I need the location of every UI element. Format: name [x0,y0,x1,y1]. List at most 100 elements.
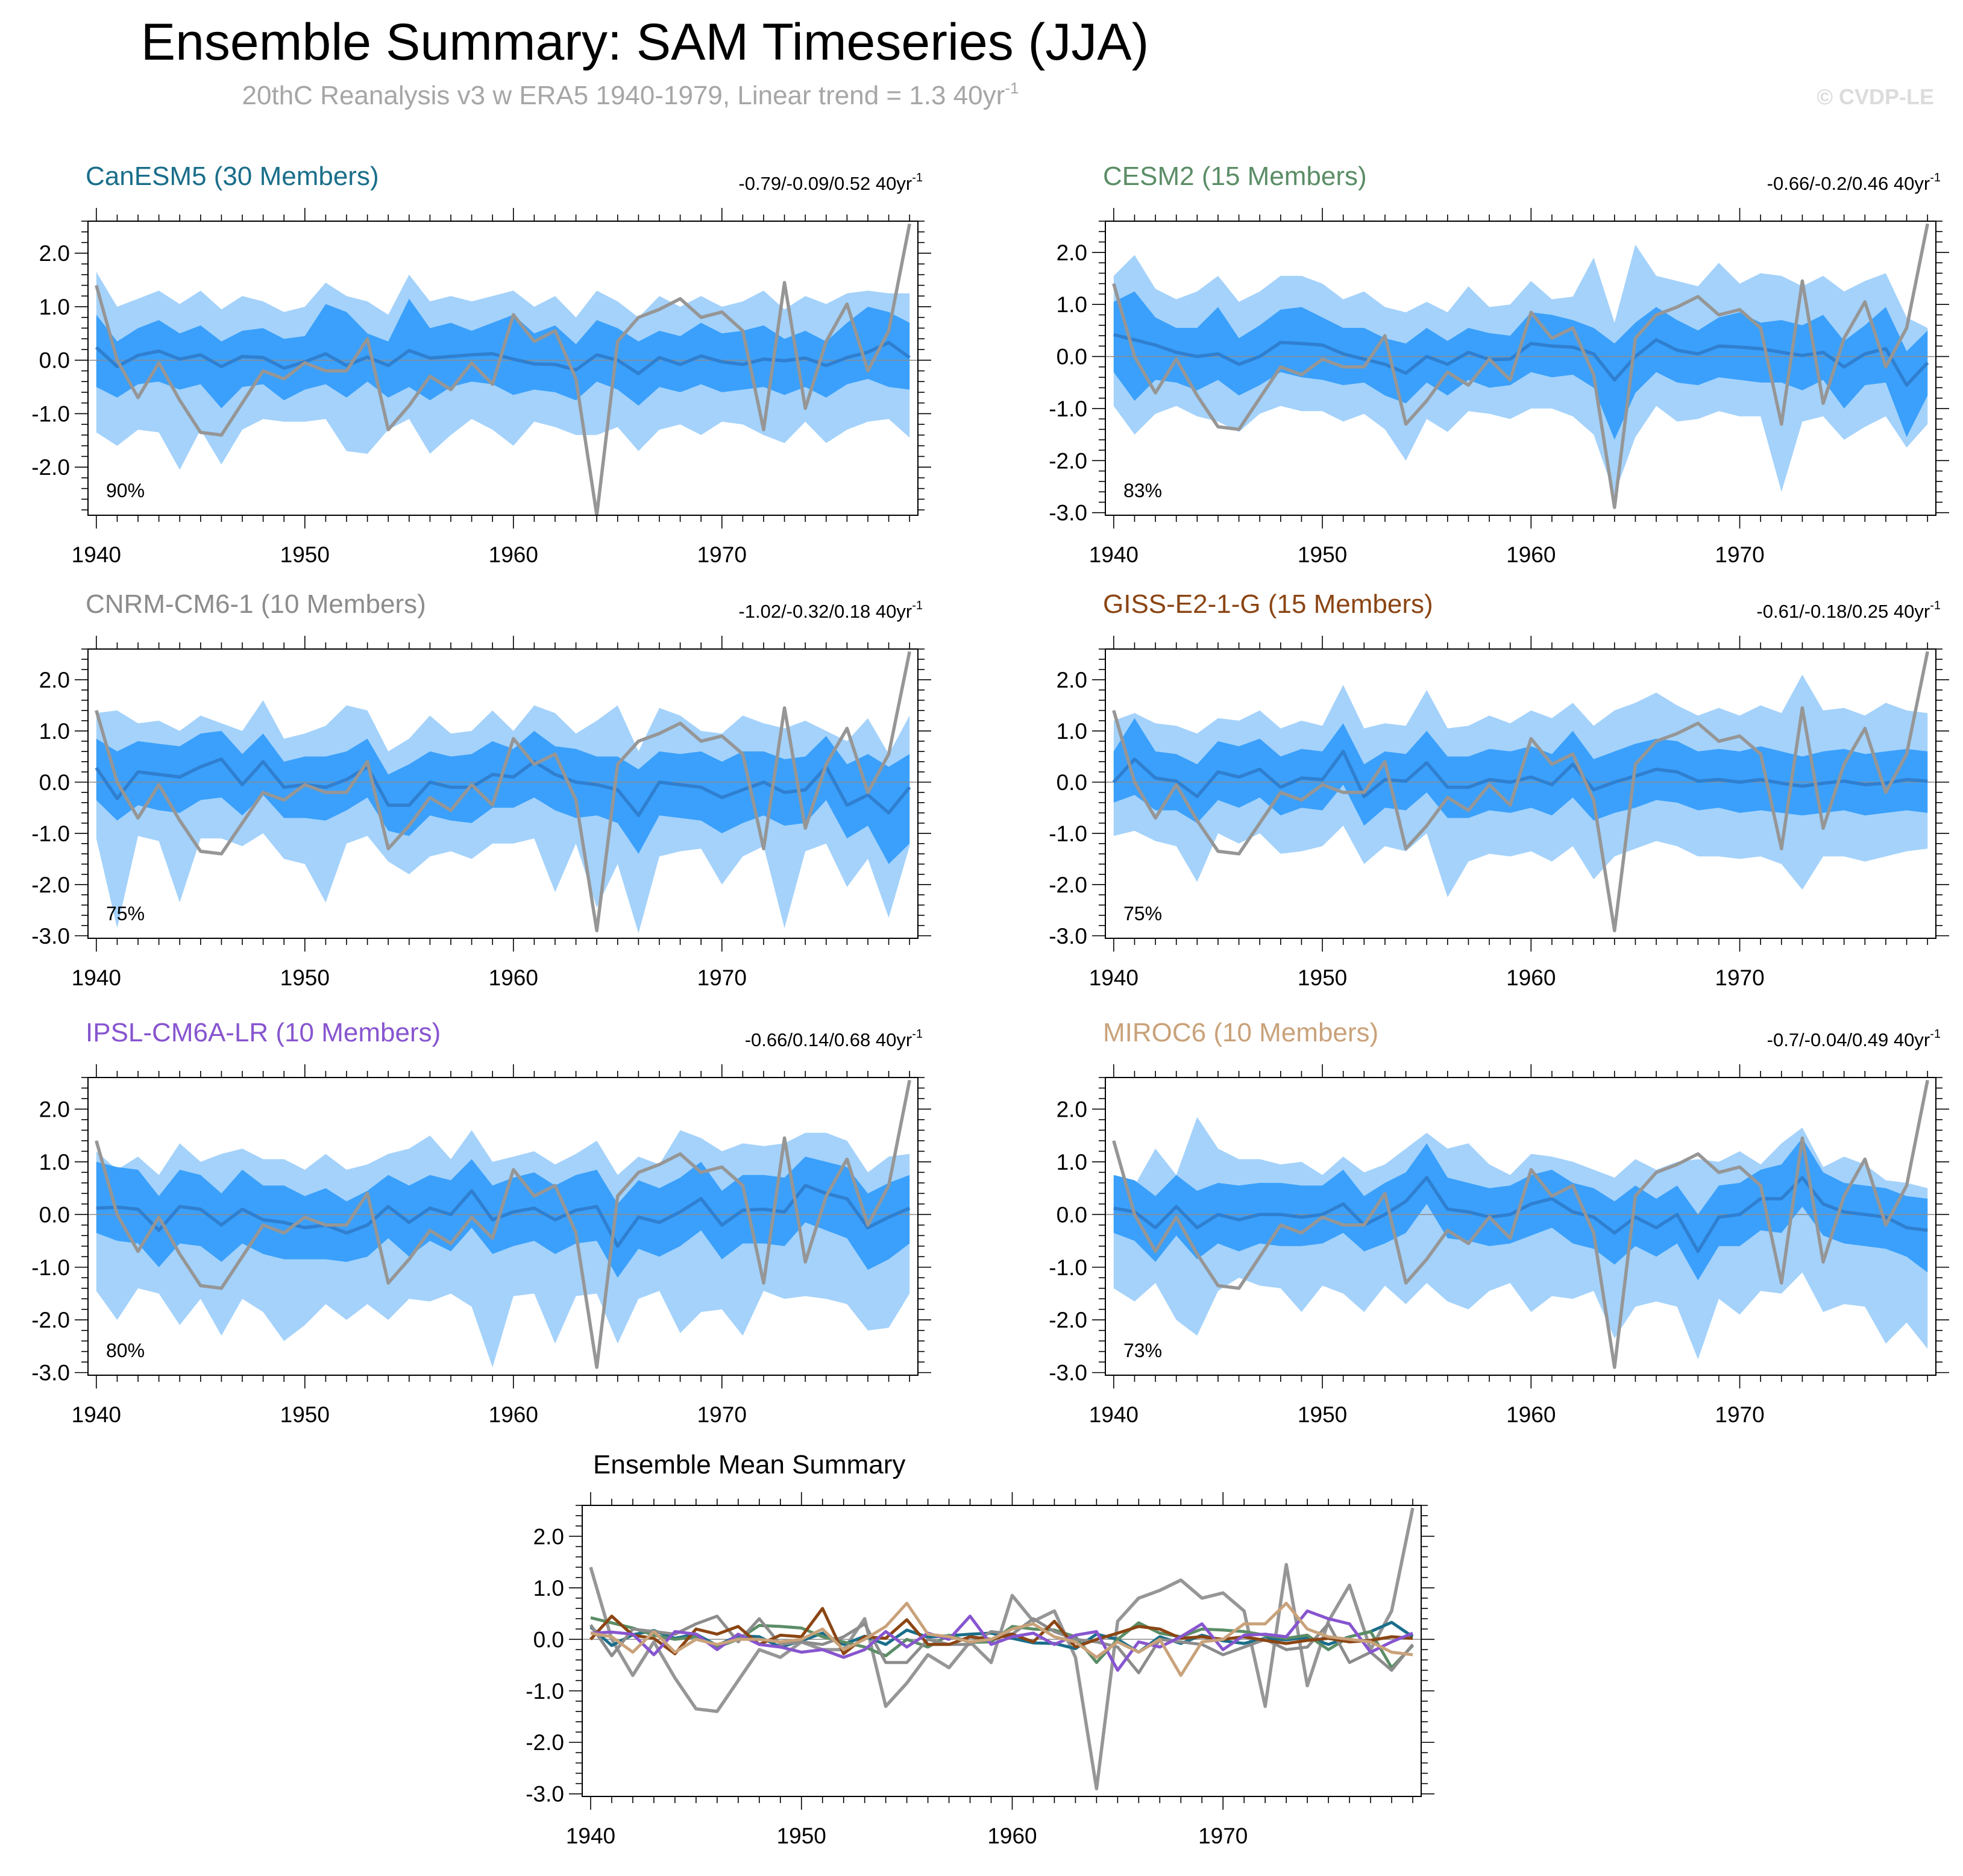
x-tick-label: 1940 [72,1402,121,1427]
x-tick-label: 1940 [1089,1402,1139,1427]
y-tick-label: -2.0 [1049,448,1087,473]
panel-title: CNRM-CM6-1 (10 Members) [86,589,426,619]
y-tick-label: -1.0 [1049,1255,1087,1280]
y-tick-label: 2.0 [39,668,70,692]
panel-title: CESM2 (15 Members) [1103,162,1367,191]
observed-sam-line [1112,223,1929,509]
x-tick-label: 1960 [1506,542,1556,567]
x-tick-label: 1970 [1715,965,1764,990]
observed-sam-line [1112,1079,1929,1369]
plot-frame [1105,648,1936,939]
trend-range-text: -1.02/-0.32/0.18 40yr [738,601,912,622]
plot-content [88,223,918,515]
x-tick-label: 1950 [280,542,330,567]
plot-area [582,1505,1421,1796]
x-tick-label: 1960 [987,1824,1037,1848]
y-tick-label: 2.0 [1057,1097,1087,1122]
panel-title: IPSL-CM6A-LR (10 Members) [86,1018,441,1047]
observed-sam-line [95,651,911,933]
y-tick-label: -3.0 [526,1782,564,1807]
trend-range-sup: -1 [1930,599,1941,612]
plot-content [1105,223,1936,509]
percent-label: 73% [1123,1340,1162,1361]
percent-label: 80% [106,1340,145,1361]
panel-cnrm-cm6-1: 1940 1950 1960 1970 2.0 1.0 0.0 -1.0 -2.0 -3.0 CNR… [31,589,931,990]
x-tick-label: 1950 [1298,1402,1347,1427]
y-tick-label: -3.0 [31,924,70,949]
y-tick-label: 1.0 [39,295,70,319]
y-tick-label: 1.0 [39,719,70,744]
trend-range-text: -0.7/-0.04/0.49 40yr [1767,1029,1930,1050]
y-tick-label: -2.0 [31,873,70,897]
spread-band-inner [96,730,910,864]
x-tick-label: 1970 [697,1402,747,1427]
figure-subtitle: 20thC Reanalysis v3 w ERA5 1940-1979, Li… [242,79,1019,110]
plot-content [1105,1079,1936,1369]
observed-sam-line [95,223,911,515]
y-tick-label: 0.0 [1057,1202,1087,1227]
y-tick-label: -1.0 [31,401,70,426]
y-tick-label: -1.0 [31,821,70,846]
trend-range: -0.7/-0.04/0.49 40yr-1 [1767,1027,1941,1050]
panel-canesm5: 1940 1950 1960 1970 2.0 1.0 0.0 -1.0 -2.0 CanESM5… [31,162,931,567]
ensemble-mean-line-miroc6 [590,1601,1413,1677]
panel-title: MIROC6 (10 Members) [1103,1018,1378,1047]
trend-range: -0.66/-0.2/0.46 40yr-1 [1767,171,1941,194]
x-tick-label: 1940 [72,542,121,567]
trend-range-text: -0.66/-0.2/0.46 40yr [1767,173,1930,194]
plot-frame [1105,1077,1936,1376]
x-tick-label: 1950 [280,1402,330,1427]
y-tick-label: -2.0 [31,455,70,480]
panel-title: GISS-E2-1-G (15 Members) [1103,589,1433,619]
panel-title: CanESM5 (30 Members) [86,162,379,191]
x-tick-label: 1950 [777,1824,826,1848]
x-tick-label: 1950 [1298,965,1347,990]
ensemble-mean-line-giss-e2-1-g [589,1607,1413,1655]
y-tick-label: -3.0 [31,1361,70,1385]
y-tick-label: -2.0 [526,1730,564,1755]
figure-title: Ensemble Summary: SAM Timeseries (JJA) [141,13,1149,71]
x-tick-label: 1940 [1089,542,1139,567]
panel-miroc6: 1940 1950 1960 1970 2.0 1.0 0.0 -1.0 -2.0 -3.0 MIR… [1049,1018,1949,1427]
trend-range: -1.02/-0.32/0.18 40yr-1 [738,599,923,622]
y-tick-label: -3.0 [1049,924,1087,949]
panel-giss-e2-1-g: 1940 1950 1960 1970 2.0 1.0 0.0 -1.0 -2.0 -3.0 GIS… [1049,589,1949,990]
x-tick-label: 1940 [1089,965,1139,990]
y-tick-label: 1.0 [1057,719,1087,744]
observed-sam-line [1112,651,1929,933]
y-tick-label: 2.0 [1057,240,1087,265]
x-tick-label: 1940 [72,965,121,990]
observed-sam-line [95,1079,911,1369]
x-tick-label: 1970 [1715,1402,1764,1427]
x-tick-label: 1950 [1298,542,1347,567]
y-tick-label: 0.0 [1057,345,1087,369]
x-tick-label: 1940 [566,1824,615,1848]
trend-range-text: -0.79/-0.09/0.52 40yr [738,173,912,194]
trend-range-text: -0.61/-0.18/0.25 40yr [1756,601,1930,622]
y-tick-label: 0.0 [533,1627,564,1652]
trend-range-sup: -1 [1930,171,1941,184]
x-tick-label: 1970 [697,965,747,990]
y-tick-label: 1.0 [39,1150,70,1175]
y-tick-label: -3.0 [1049,501,1087,525]
trend-range-sup: -1 [1930,1027,1941,1041]
panel-cesm2: 1940 1950 1960 1970 2.0 1.0 0.0 -1.0 -2.0 -3.0 CES… [1049,162,1949,567]
y-tick-label: -2.0 [1049,1308,1087,1332]
ensemble-mean-summary-title: Ensemble Mean Summary [593,1450,905,1479]
plot-content [88,651,918,933]
y-tick-label: 0.0 [1057,770,1087,795]
y-tick-label: 1.0 [1057,1150,1087,1175]
y-tick-label: -2.0 [31,1308,70,1332]
plot-content [88,1079,918,1369]
y-tick-label: 1.0 [1057,292,1087,317]
trend-range-sup: -1 [912,1027,923,1041]
y-tick-label: 2.0 [39,241,70,266]
trend-range-sup: -1 [912,599,923,612]
panel-ipsl-cm6a-lr: 1940 1950 1960 1970 2.0 1.0 0.0 -1.0 -2.0 -3.0 IPS… [31,1018,931,1427]
y-tick-label: -1.0 [526,1679,564,1704]
x-tick-label: 1960 [489,1402,538,1427]
trend-range-sup: -1 [912,171,923,184]
trend-range-text: -0.66/0.14/0.68 40yr [745,1029,912,1050]
y-tick-label: 1.0 [533,1576,564,1601]
